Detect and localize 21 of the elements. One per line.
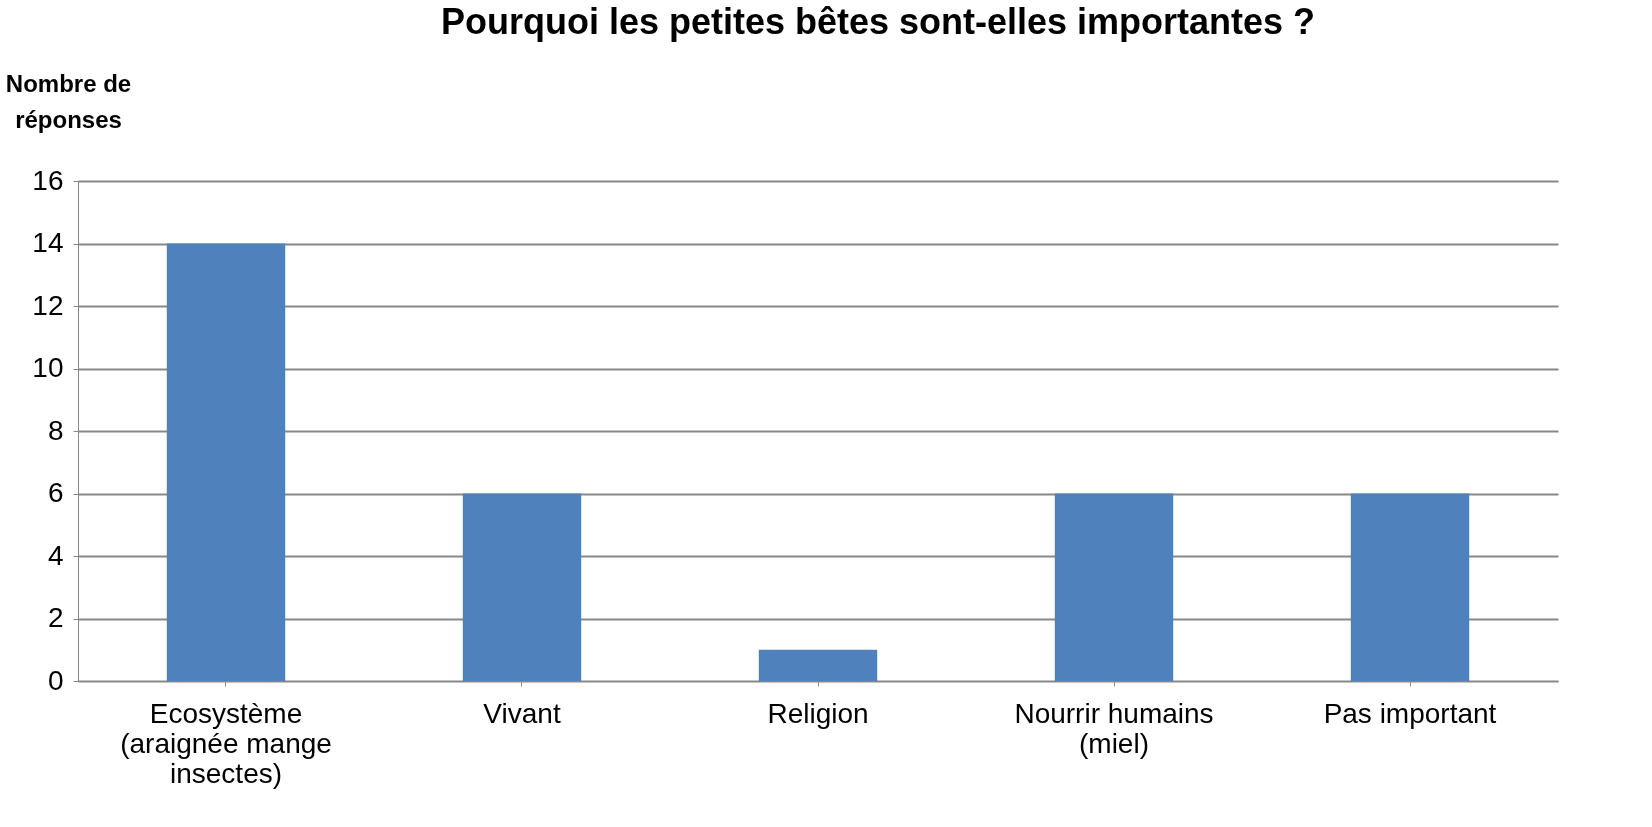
y-tick-label: 16	[32, 164, 64, 196]
y-tick-label: 4	[47, 539, 64, 571]
bar	[1054, 493, 1174, 681]
y-tick-label: 10	[32, 352, 64, 383]
y-tick-label: 0	[47, 664, 64, 696]
chart-title: Pourquoi les petites bêtes sont-elles importantes ?	[440, 1, 1316, 42]
x-tick-label: Nourrir humains (miel)	[1014, 697, 1214, 759]
y-tick-label: 6	[47, 477, 64, 508]
x-tick-label: Pas important	[1323, 697, 1497, 729]
x-tick-label: Ecosystème (araignée mange insectes)	[120, 697, 332, 789]
bar	[166, 243, 286, 681]
bar	[462, 493, 582, 681]
bar	[1350, 493, 1470, 681]
y-axis-title: Nombre de réponses	[5, 69, 132, 133]
y-tick-label: 8	[47, 414, 64, 446]
x-tick-label: Vivant	[483, 697, 561, 729]
y-tick-label: 2	[47, 602, 64, 633]
y-tick-label: 12	[32, 289, 64, 321]
y-tick-label: 14	[32, 227, 64, 258]
bar	[758, 649, 878, 681]
x-tick-label: Religion	[767, 697, 869, 729]
